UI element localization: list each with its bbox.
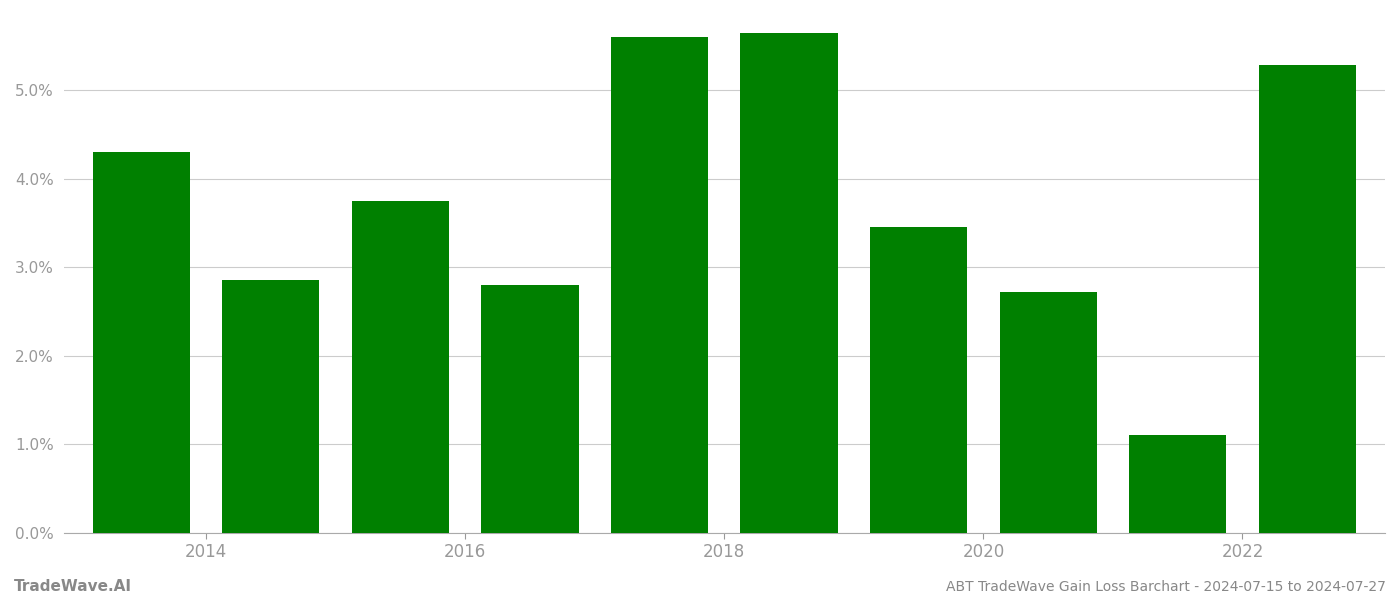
Bar [869, 227, 967, 533]
Bar [223, 280, 319, 533]
Bar [1259, 65, 1355, 533]
Text: ABT TradeWave Gain Loss Barchart - 2024-07-15 to 2024-07-27: ABT TradeWave Gain Loss Barchart - 2024-… [946, 580, 1386, 594]
Text: TradeWave.AI: TradeWave.AI [14, 579, 132, 594]
Bar [1000, 292, 1096, 533]
Bar [741, 32, 837, 533]
Bar [610, 37, 708, 533]
Bar [1130, 435, 1226, 533]
Bar [482, 285, 578, 533]
Bar [92, 152, 190, 533]
Bar [351, 201, 449, 533]
